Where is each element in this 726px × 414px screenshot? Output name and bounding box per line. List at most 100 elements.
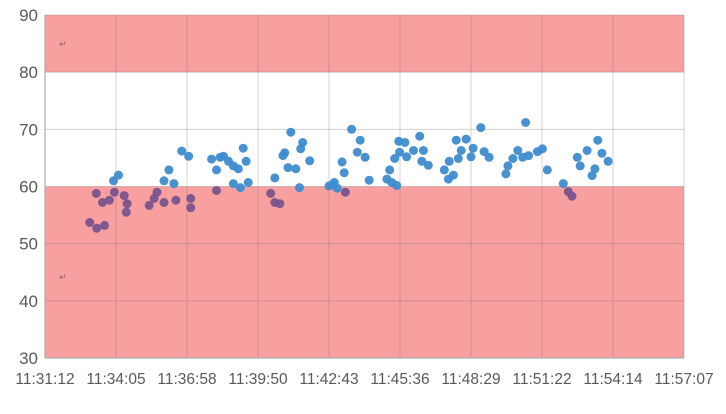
scatter-point (340, 187, 350, 197)
y-axis-tick-label: 30 (19, 349, 38, 368)
scatter-point (219, 151, 228, 161)
scatter-point (169, 179, 179, 189)
y-axis-tick-label: 70 (19, 120, 38, 139)
scatter-point (392, 180, 402, 190)
scatter-point (212, 186, 221, 195)
scatter-point (501, 169, 511, 179)
scatter-point (266, 188, 276, 198)
x-axis-tick-label: 11:36:58 (157, 371, 216, 388)
scatter-point (395, 147, 405, 157)
scatter-point (503, 161, 513, 171)
x-axis-tick-label: 11:51:22 (512, 371, 571, 388)
scatter-point (456, 146, 466, 155)
x-axis-tick-label: 11:48:29 (441, 371, 500, 388)
scatter-point (186, 203, 196, 213)
scatter-point (542, 165, 552, 175)
scatter-point (212, 165, 221, 175)
scatter-point (461, 134, 471, 144)
scatter-point (241, 156, 251, 166)
x-axis-tick-label: 11:39:50 (228, 371, 288, 388)
scatter-point (184, 151, 194, 161)
scatter-point (575, 161, 585, 171)
scatter-point (149, 194, 159, 203)
scatter-point (417, 156, 427, 166)
scatter-point (400, 138, 410, 147)
scatter-point (558, 179, 568, 189)
scatter-point (100, 220, 109, 230)
scatter-point (572, 152, 582, 162)
scatter-point (521, 118, 531, 127)
scatter-point (513, 146, 523, 155)
scatter-point (451, 135, 461, 145)
x-axis-tick-label: 11:34:05 (86, 371, 145, 388)
scatter-point (508, 154, 518, 163)
scatter-point (98, 198, 107, 207)
x-axis-tick-label: 11:57:07 (654, 371, 713, 388)
scatter-point (423, 160, 433, 170)
scatter-point (114, 170, 123, 180)
scatter-point (593, 135, 603, 145)
scatter-point (364, 175, 374, 185)
scatter-point (347, 124, 357, 134)
scatter-point (207, 154, 217, 164)
scatter-point (537, 144, 547, 154)
scatter-point (444, 156, 454, 166)
x-axis-tick-label: 11:31:12 (15, 371, 74, 388)
scatter-point (385, 165, 395, 175)
y-axis-tick-label: 50 (19, 235, 38, 254)
scatter-point (390, 154, 400, 163)
x-axis-tick-label: 11:42:43 (299, 371, 358, 388)
upper-limit-band (45, 15, 684, 73)
scatter-point (524, 151, 533, 161)
scatter-point (352, 147, 362, 157)
scatter-point (121, 207, 131, 217)
scatter-point (177, 146, 187, 156)
scatter-point (92, 223, 102, 233)
scatter-point (587, 171, 597, 181)
scatter-point (283, 163, 293, 173)
y-axis-tick-label: 90 (19, 6, 38, 25)
scatter-point (468, 143, 478, 153)
x-axis-tick-label: 11:45:36 (370, 371, 429, 388)
scatter-point (228, 161, 238, 171)
scatter-point (476, 123, 486, 133)
return-mark-artifact: ↵ (59, 39, 67, 49)
scatter-point (144, 200, 154, 210)
scatter-point (466, 152, 476, 162)
scatter-point (296, 144, 306, 154)
scatter-point (91, 188, 101, 198)
scatter-point (590, 164, 600, 174)
lower-limit-band (45, 186, 684, 358)
scatter-point (286, 127, 296, 137)
scatter-point (453, 154, 463, 163)
scatter-point (597, 148, 607, 158)
scatter-point (582, 146, 592, 155)
scatter-point (186, 194, 196, 203)
scatter-point (484, 152, 494, 162)
scatter-point (270, 173, 280, 183)
scatter-point (603, 156, 613, 166)
scatter-point (109, 187, 119, 197)
x-axis-tick-label: 11:54:14 (583, 371, 643, 388)
scatter-point (332, 183, 342, 193)
scatter-point (402, 152, 412, 162)
scatter-point (238, 143, 248, 153)
scatter-point (104, 195, 114, 205)
scatter-point (228, 179, 238, 189)
scatter-point (164, 165, 174, 175)
scatter-point (415, 131, 425, 141)
y-axis-tick-label: 60 (19, 178, 38, 197)
y-axis-tick-label: 80 (19, 63, 38, 82)
scatter-point (275, 199, 285, 209)
scatter-point (409, 146, 418, 155)
scatter-point (122, 199, 132, 209)
scatter-point (295, 183, 304, 193)
scatter-point (360, 152, 370, 162)
scatter-point (243, 178, 253, 187)
return-mark-artifact: ↵ (59, 272, 67, 282)
scatter-point (443, 174, 453, 184)
scatter-point (355, 135, 365, 145)
scatter-point (159, 198, 169, 207)
